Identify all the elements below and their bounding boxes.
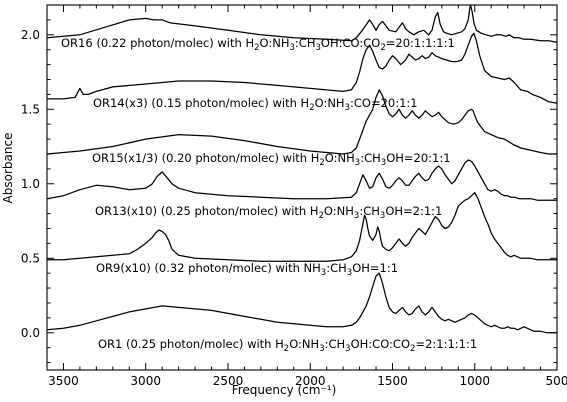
series-label-6: OR1 (0.25 photon/molec) with H2O:NH3:CH3… <box>98 337 477 354</box>
series-label-4: OR13(x10) (0.25 photon/molec) with H2O:N… <box>95 204 442 221</box>
x-tick-label: 2500 <box>213 374 244 388</box>
label-subscript: 3 <box>315 43 320 53</box>
label-subscript: 3 <box>355 158 360 168</box>
series-label-5: OR9(x10) (0.32 photon/molec) with NH3:CH… <box>96 261 398 278</box>
label-text: OH=1:1 <box>352 261 398 275</box>
plot-frame <box>46 4 558 371</box>
label-text: O:NH <box>260 36 290 50</box>
label-subscript: 2 <box>319 211 324 221</box>
label-subscript: 3 <box>319 344 324 354</box>
label-subscript: 2 <box>284 344 289 354</box>
y-tick-label: 1.5 <box>21 102 40 116</box>
label-subscript: 2 <box>410 344 415 354</box>
series-label-2: OR14(x3) (0.15 photon/molec) with H2O:NH… <box>93 96 418 113</box>
label-text: OR9(x10) (0.32 photon/molec) with NH <box>96 261 321 275</box>
label-text: =2:1:1:1:1 <box>415 337 477 351</box>
label-text: OH=2:1:1 <box>385 204 442 218</box>
label-text: OR16 (0.22 photon/molec) with H <box>61 36 254 50</box>
x-tick-label: 3000 <box>130 374 161 388</box>
axes: 3500 3000 2500 2000 1500 1000 500 0.0 0.5 1.0 1.5 2… <box>21 4 567 388</box>
spectrum-curve-6 <box>46 272 557 334</box>
label-subscript: 3 <box>347 268 352 278</box>
y-tick-label: 0.0 <box>21 326 40 340</box>
plot-area <box>46 4 558 371</box>
x-tick-label: 1000 <box>459 374 490 388</box>
label-text: O:NH <box>289 337 319 351</box>
y-tick-label: 2.0 <box>21 28 40 42</box>
label-text: OH:CO:CO <box>351 337 410 351</box>
label-text: :CH <box>295 36 316 50</box>
curves <box>46 4 558 334</box>
label-text: OR15(x1/3) (0.20 photon/molec) with H <box>92 151 319 165</box>
label-text: O:NH <box>325 151 355 165</box>
label-text: :CO=20:1:1 <box>350 96 418 110</box>
label-subscript: 2 <box>380 43 385 53</box>
label-text: :CH <box>360 151 381 165</box>
label-subscript: 2 <box>254 43 259 53</box>
label-text: OH:CO:CO <box>321 36 380 50</box>
label-text: O:NH <box>324 204 354 218</box>
label-text: OR1 (0.25 photon/molec) with H <box>98 337 284 351</box>
series-label-3: OR15(x1/3) (0.20 photon/molec) with H2O:… <box>92 151 451 168</box>
label-subscript: 3 <box>380 211 385 221</box>
x-tick-label: 3500 <box>48 374 79 388</box>
spectrum-curve-5 <box>47 192 557 262</box>
label-subscript: 2 <box>309 103 314 113</box>
spectrum-curve-4 <box>46 159 557 201</box>
y-axis-label: Absorbance <box>1 133 15 204</box>
x-tick-label: 1500 <box>377 374 408 388</box>
label-text: OR14(x3) (0.15 photon/molec) with H <box>93 96 309 110</box>
label-subscript: 3 <box>290 43 295 53</box>
label-text: :CH <box>359 204 380 218</box>
spectrum-curve-1 <box>46 4 558 43</box>
curve-labels: OR16 (0.22 photon/molec) with H2O:NH3:CH… <box>61 36 477 354</box>
label-text: :CH <box>325 337 346 351</box>
label-subscript: 3 <box>345 103 350 113</box>
label-text: =20:1:1:1:1 <box>386 36 455 50</box>
label-text: :CH <box>326 261 347 275</box>
label-subscript: 3 <box>354 211 359 221</box>
label-subscript: 3 <box>381 158 386 168</box>
spectrum-curve-3 <box>46 89 557 155</box>
label-text: OR13(x10) (0.25 photon/molec) with H <box>95 204 319 218</box>
series-label-1: OR16 (0.22 photon/molec) with H2O:NH3:CH… <box>61 36 455 53</box>
x-axis-label: Frequency (cm⁻¹) <box>232 383 337 397</box>
label-subscript: 3 <box>345 344 350 354</box>
y-tick-label: 1.0 <box>21 177 40 191</box>
label-subscript: 3 <box>321 268 326 278</box>
label-text: OH=20:1:1 <box>386 151 450 165</box>
label-subscript: 2 <box>319 158 324 168</box>
y-tick-label: 0.5 <box>21 251 40 265</box>
label-text: O:NH <box>315 96 345 110</box>
x-tick-label: 2000 <box>295 374 326 388</box>
x-tick-label: 500 <box>546 374 567 388</box>
spectrum-curve-2 <box>47 32 558 104</box>
